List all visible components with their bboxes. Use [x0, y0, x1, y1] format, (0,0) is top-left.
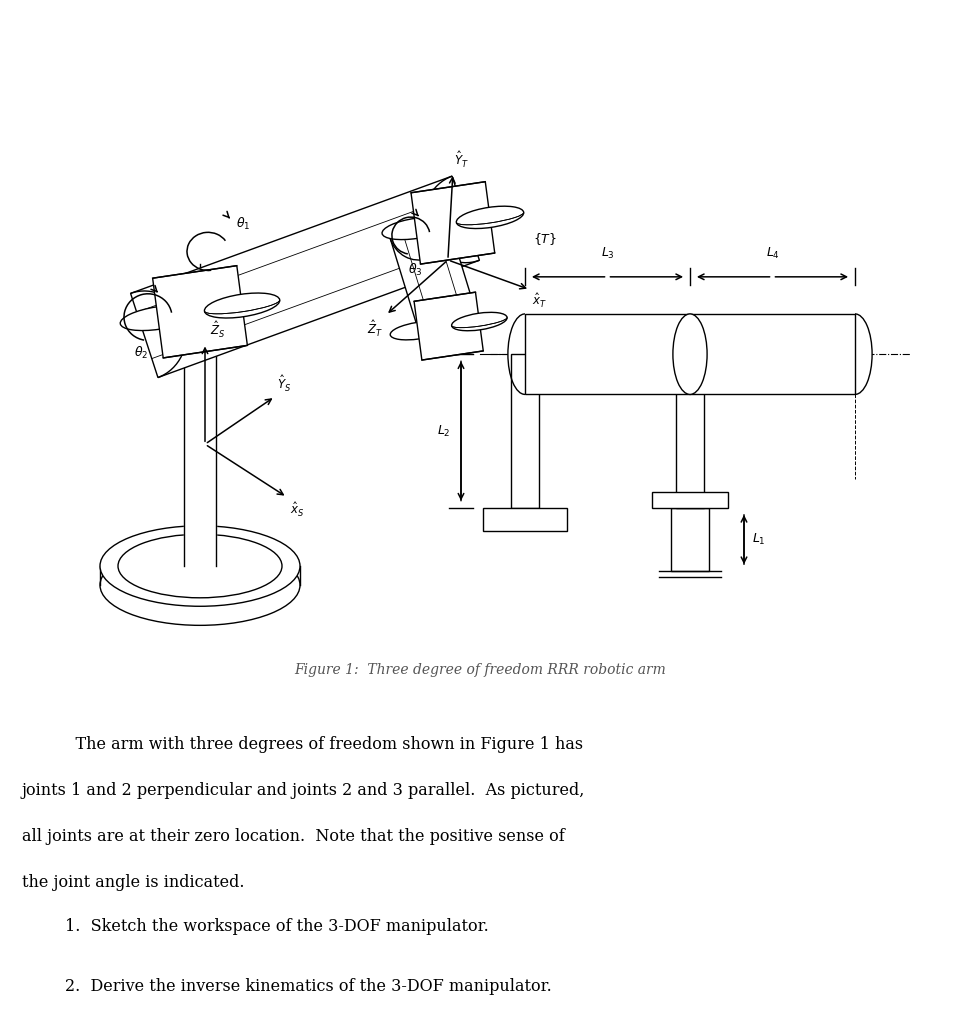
- Ellipse shape: [120, 305, 196, 331]
- Ellipse shape: [456, 206, 524, 228]
- Bar: [652, 492, 728, 508]
- Ellipse shape: [184, 326, 216, 341]
- Polygon shape: [130, 291, 186, 378]
- Bar: [671, 508, 709, 571]
- Text: $\hat{Y}_T$: $\hat{Y}_T$: [454, 150, 469, 170]
- Text: $L_2$: $L_2$: [437, 423, 451, 438]
- Ellipse shape: [204, 293, 280, 318]
- Text: $L_4$: $L_4$: [765, 246, 780, 261]
- Ellipse shape: [118, 535, 282, 598]
- Text: $\theta_1$: $\theta_1$: [236, 216, 250, 231]
- Text: $\hat{x}_S$: $\hat{x}_S$: [290, 502, 304, 519]
- Text: Figure 1:  Three degree of freedom RRR robotic arm: Figure 1: Three degree of freedom RRR ro…: [294, 663, 666, 677]
- Ellipse shape: [100, 545, 300, 626]
- Bar: [525, 314, 690, 394]
- Text: 2.  Derive the inverse kinematics of the 3-DOF manipulator.: 2. Derive the inverse kinematics of the …: [65, 978, 551, 994]
- Polygon shape: [855, 314, 872, 394]
- Text: $\theta_2$: $\theta_2$: [134, 345, 148, 360]
- Text: joints 1 and 2 perpendicular and joints 2 and 3 parallel.  As pictured,: joints 1 and 2 perpendicular and joints …: [22, 782, 585, 799]
- Bar: [676, 354, 704, 508]
- Bar: [690, 314, 855, 394]
- Polygon shape: [411, 181, 495, 264]
- Text: 1.  Sketch the workspace of the 3-DOF manipulator.: 1. Sketch the workspace of the 3-DOF man…: [65, 918, 489, 935]
- Text: $\theta_3$: $\theta_3$: [408, 262, 422, 279]
- Polygon shape: [390, 218, 480, 344]
- Text: $\hat{Z}_T$: $\hat{Z}_T$: [367, 319, 383, 339]
- Text: all joints are at their zero location.  Note that the positive sense of: all joints are at their zero location. N…: [22, 827, 565, 845]
- Text: $\hat{Y}_S$: $\hat{Y}_S$: [277, 375, 292, 394]
- Polygon shape: [421, 302, 480, 344]
- Ellipse shape: [382, 217, 450, 240]
- Ellipse shape: [390, 322, 446, 340]
- Ellipse shape: [673, 314, 707, 394]
- Polygon shape: [390, 218, 449, 260]
- Ellipse shape: [100, 525, 300, 606]
- Text: $L_3$: $L_3$: [600, 246, 615, 261]
- Text: the joint angle is indicated.: the joint angle is indicated.: [22, 873, 245, 891]
- Text: $\hat{Z}_S$: $\hat{Z}_S$: [210, 321, 225, 340]
- Ellipse shape: [184, 557, 216, 572]
- Bar: [511, 354, 539, 508]
- Text: $L_1$: $L_1$: [752, 532, 765, 547]
- Text: $\hat{x}_T$: $\hat{x}_T$: [532, 292, 547, 310]
- Polygon shape: [130, 176, 480, 378]
- Polygon shape: [414, 292, 483, 360]
- Polygon shape: [152, 265, 247, 358]
- Ellipse shape: [452, 312, 507, 331]
- Text: $\{T\}$: $\{T\}$: [533, 230, 557, 247]
- Polygon shape: [424, 176, 480, 263]
- Bar: [483, 508, 567, 531]
- Polygon shape: [508, 314, 525, 394]
- Text: The arm with three degrees of freedom shown in Figure 1 has: The arm with three degrees of freedom sh…: [55, 736, 583, 753]
